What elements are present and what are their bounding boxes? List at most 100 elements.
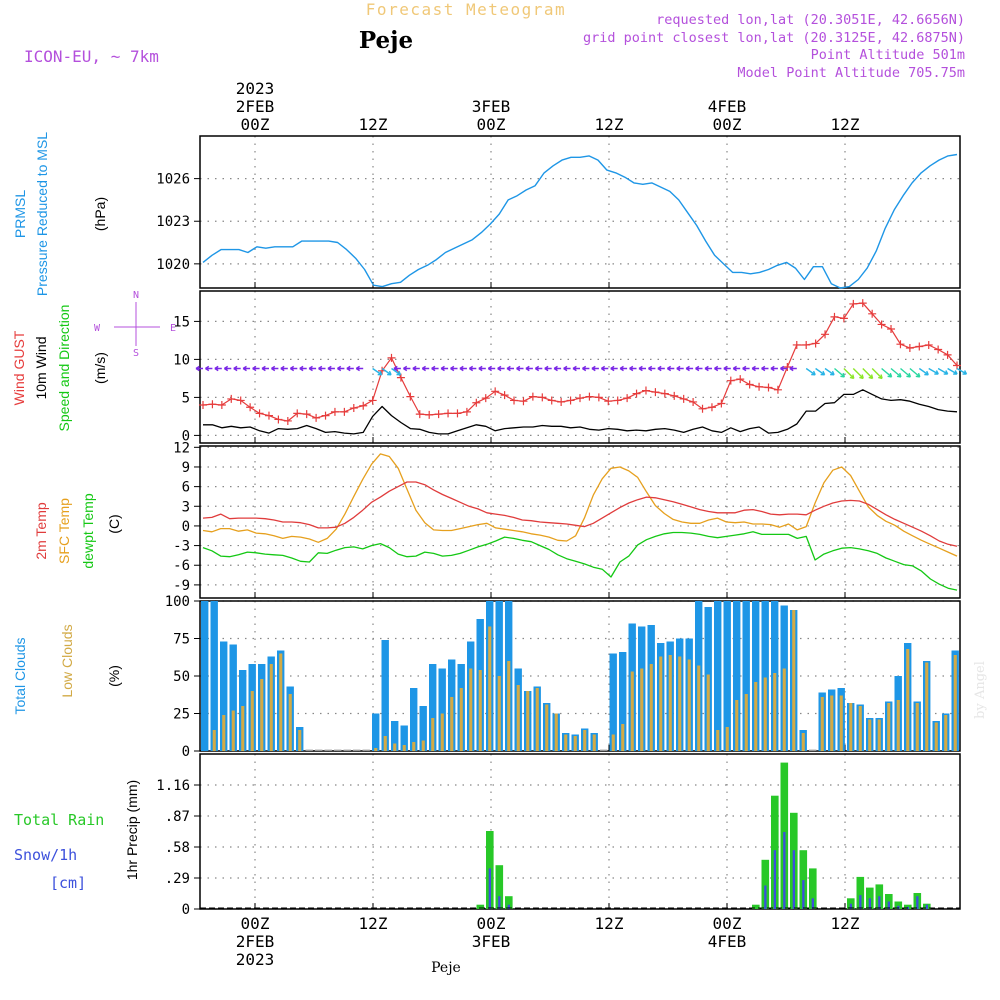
wind-direction-arrow xyxy=(195,365,203,372)
snow-bar xyxy=(859,895,862,909)
gust-marker xyxy=(576,394,584,403)
low-cloud-bar xyxy=(744,694,748,751)
total-cloud-bar xyxy=(410,688,418,751)
snow-bar xyxy=(811,898,814,909)
wind-direction-arrow xyxy=(629,365,637,372)
panel-frame xyxy=(199,445,961,599)
gust-marker xyxy=(283,416,292,425)
gust-marker xyxy=(208,400,217,409)
wind-direction-arrow xyxy=(450,365,458,372)
total-cloud-bar xyxy=(419,706,427,751)
top-time-label: 00Z xyxy=(241,115,270,134)
low-cloud-bar xyxy=(478,670,482,751)
pressure-label-2: Pressure Reduced to MSL xyxy=(34,132,50,296)
low-cloud-bar xyxy=(754,682,758,751)
gust-marker xyxy=(641,386,650,395)
wind-direction-arrow xyxy=(742,365,750,372)
snow-bar xyxy=(792,850,795,909)
gust-marker xyxy=(340,407,349,416)
wind-direction-arrow xyxy=(928,367,939,375)
wind-direction-arrow xyxy=(440,365,449,372)
gust-marker xyxy=(368,396,377,405)
low-cloud-bar xyxy=(412,742,416,751)
wind-direction-arrow xyxy=(252,365,260,372)
y-tick-label: 100 xyxy=(165,594,190,610)
gust-marker xyxy=(679,394,688,403)
total-cloud-bar xyxy=(733,601,741,751)
wind-direction-arrow xyxy=(214,365,222,372)
low-cloud-bar xyxy=(231,710,235,751)
pressure-panel: PRMSL Pressure Reduced to MSL (hPa) 1020… xyxy=(12,132,961,296)
low-cloud-bar xyxy=(222,715,226,751)
low-cloud-bar xyxy=(421,740,425,751)
t2m-label: 2m Temp xyxy=(33,502,49,560)
panel-frame xyxy=(199,753,961,910)
gust-marker xyxy=(387,353,396,362)
temperature-panel: 2m Temp SFC Temp dewpt Temp (C) -9 -6 -3 0 3… xyxy=(33,440,961,599)
gust-label: Wind GUST xyxy=(11,330,27,405)
total-cloud-bar xyxy=(438,668,446,751)
low-cloud-bar xyxy=(516,685,520,751)
wind-direction-arrow xyxy=(676,365,684,372)
total-cloud-bar xyxy=(714,601,722,751)
low-cloud-bar xyxy=(887,703,891,751)
wind-direction-arrow xyxy=(638,365,646,372)
total-cloud-bar xyxy=(229,644,237,751)
low-cloud-bar xyxy=(241,706,245,751)
top-time-label: 12Z xyxy=(831,115,860,134)
low-cloud-bar xyxy=(659,656,663,751)
gust-marker xyxy=(689,397,698,406)
low-cloud-bar xyxy=(564,734,568,751)
snow-bar xyxy=(783,832,786,909)
gust-marker xyxy=(632,389,641,398)
wind-direction-arrow xyxy=(780,365,788,372)
top-time-label: 3FEB xyxy=(472,97,511,116)
precip-panel: 1hr Precip (mm) Total Rain Snow/1h [cm] … xyxy=(14,753,961,918)
gust-marker xyxy=(349,404,358,413)
low-cloud-bar xyxy=(877,719,881,751)
low-cloud-bar xyxy=(393,743,397,751)
low-cloud-bar xyxy=(298,730,302,751)
y-tick-label: 0 xyxy=(182,902,190,918)
gust-marker xyxy=(887,325,896,333)
snow-bar xyxy=(488,868,491,909)
gust-marker xyxy=(953,361,961,370)
gust-marker xyxy=(519,397,528,406)
low-cloud-bar xyxy=(450,697,454,751)
gust-marker xyxy=(839,314,848,323)
wind-direction-arrow xyxy=(355,365,364,372)
low-cloud-bar xyxy=(868,719,872,751)
top-time-label: 2023 xyxy=(236,79,275,98)
wind-direction-arrow xyxy=(824,367,835,376)
low-cloud-bar xyxy=(725,727,729,751)
credit: by Angel xyxy=(973,661,988,719)
gust-marker xyxy=(773,385,782,394)
gust-marker xyxy=(585,392,594,401)
total-cloud-bar xyxy=(201,601,209,751)
panel-frame xyxy=(199,135,961,289)
wind-direction-arrow xyxy=(318,365,326,372)
sfc-label: SFC Temp xyxy=(56,498,72,564)
gust-marker xyxy=(858,299,867,308)
low-cloud-bar xyxy=(668,655,672,751)
gust-marker xyxy=(707,403,716,412)
panel-frame xyxy=(199,600,961,752)
top-time-label: 2FEB xyxy=(236,97,275,116)
wind-direction-arrow xyxy=(834,367,846,378)
low-cloud-bar xyxy=(507,661,511,751)
gust-marker xyxy=(491,387,500,396)
low-cloud-bar xyxy=(288,694,292,751)
bottom-time-label: 12Z xyxy=(359,914,388,933)
gust-marker xyxy=(406,392,415,401)
wind-direction-arrow xyxy=(431,365,439,372)
wind-direction-arrow xyxy=(563,365,571,372)
y-tick-label: 25 xyxy=(173,707,190,723)
wind-direction-arrow xyxy=(393,365,401,372)
y-tick-label: 15 xyxy=(173,314,190,330)
wind-direction-arrow xyxy=(695,365,703,372)
clouds-panel: Total Clouds Low Clouds (%) by Angel 0 25… xyxy=(12,594,988,760)
wind-direction-arrow xyxy=(525,365,533,372)
wind-direction-arrow xyxy=(391,367,402,376)
snow-bar xyxy=(764,885,767,909)
wind-direction-arrow xyxy=(900,367,912,378)
